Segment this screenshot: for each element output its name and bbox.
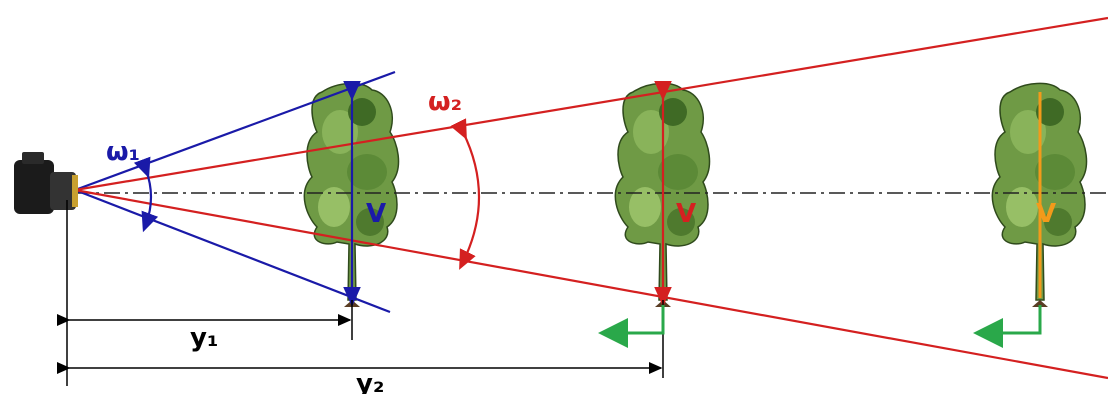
move-arrow: [610, 305, 663, 333]
height-label: V: [1036, 199, 1056, 229]
page: {"labels": {"omega1": "ω₁", "omega2": "ω…: [0, 0, 1108, 394]
distance-label: y₁: [190, 323, 218, 353]
diagram: ω₁ ω₂ V V V y₁ y₂: [0, 0, 1108, 394]
height-label: V: [366, 199, 386, 229]
angle-label: ω₂: [428, 87, 462, 117]
red-ray: [75, 18, 1108, 190]
field-lines: [75, 18, 1108, 378]
move-arrow: [985, 305, 1040, 333]
camera: [14, 152, 78, 214]
height-label: V: [676, 199, 696, 229]
angle-label: ω₁: [106, 137, 140, 167]
move-arrows: [610, 305, 1040, 333]
distance-label: y₂: [356, 369, 384, 394]
red-ray: [75, 190, 1108, 378]
angle-arc: [463, 132, 479, 262]
